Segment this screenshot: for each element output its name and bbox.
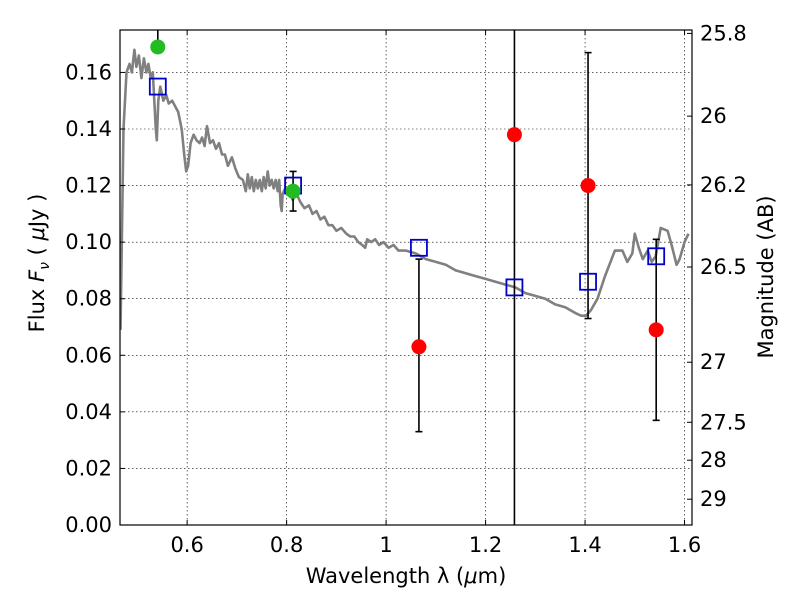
axis-ticks: 0.6 0.8 1 1.2 1.4 1.6 0.00 0.02 0.04 0.06 0.08 0.10… bbox=[65, 21, 747, 557]
error-bars-group bbox=[157, 30, 660, 525]
y-tick-label: 0.06 bbox=[65, 343, 112, 367]
x-tick-label: 0.8 bbox=[270, 533, 303, 557]
mag-tick-label: 27.5 bbox=[700, 410, 747, 434]
x-axis-label: Wavelength λ (μm) bbox=[306, 564, 507, 588]
x-tick-label: 1.6 bbox=[668, 533, 701, 557]
model-photometry-square bbox=[579, 272, 597, 291]
model-spectrum-line bbox=[120, 48, 690, 330]
y-tick-label: 0.12 bbox=[65, 174, 112, 198]
y-tick-label: 0.04 bbox=[65, 400, 112, 424]
model-spectrum-group bbox=[120, 48, 690, 330]
model-photometry-square bbox=[410, 238, 428, 257]
mag-tick-label: 25.8 bbox=[700, 21, 747, 45]
x-tick-label: 1.4 bbox=[568, 533, 601, 557]
y-tick-label: 0.02 bbox=[65, 456, 112, 480]
y-tick-label: 0.10 bbox=[65, 230, 112, 254]
markers-group bbox=[148, 39, 666, 355]
mag-tick-label: 26.5 bbox=[700, 255, 747, 279]
detection-point bbox=[285, 183, 301, 199]
measurement-point bbox=[648, 322, 664, 338]
right-axis-label: Magnitude (AB) bbox=[754, 195, 778, 358]
mag-tick-label: 28 bbox=[700, 448, 727, 472]
y-tick-label: 0.00 bbox=[65, 513, 112, 537]
measurement-point bbox=[506, 127, 522, 143]
measurement-point bbox=[411, 339, 427, 355]
mag-tick-label: 29 bbox=[700, 487, 727, 511]
mag-tick-label: 26 bbox=[700, 104, 727, 128]
plot-frame bbox=[119, 29, 693, 526]
y-tick-label: 0.08 bbox=[65, 287, 112, 311]
y-axis-label: Flux Fν ( μJy ) bbox=[25, 194, 53, 333]
model-photometry-square bbox=[505, 278, 524, 297]
y-tick-label: 0.16 bbox=[65, 60, 112, 84]
model-photometry-square bbox=[647, 247, 666, 266]
detection-point bbox=[150, 39, 166, 55]
grid-lines bbox=[120, 30, 692, 525]
x-tick-label: 1.2 bbox=[469, 533, 502, 557]
mag-tick-label: 27 bbox=[700, 350, 727, 374]
measurement-point bbox=[580, 178, 596, 194]
x-tick-label: 0.6 bbox=[170, 533, 203, 557]
mag-tick-label: 26.2 bbox=[700, 173, 747, 197]
y-tick-label: 0.14 bbox=[65, 117, 112, 141]
x-tick-label: 1 bbox=[379, 533, 392, 557]
model-photometry-square bbox=[148, 77, 167, 96]
